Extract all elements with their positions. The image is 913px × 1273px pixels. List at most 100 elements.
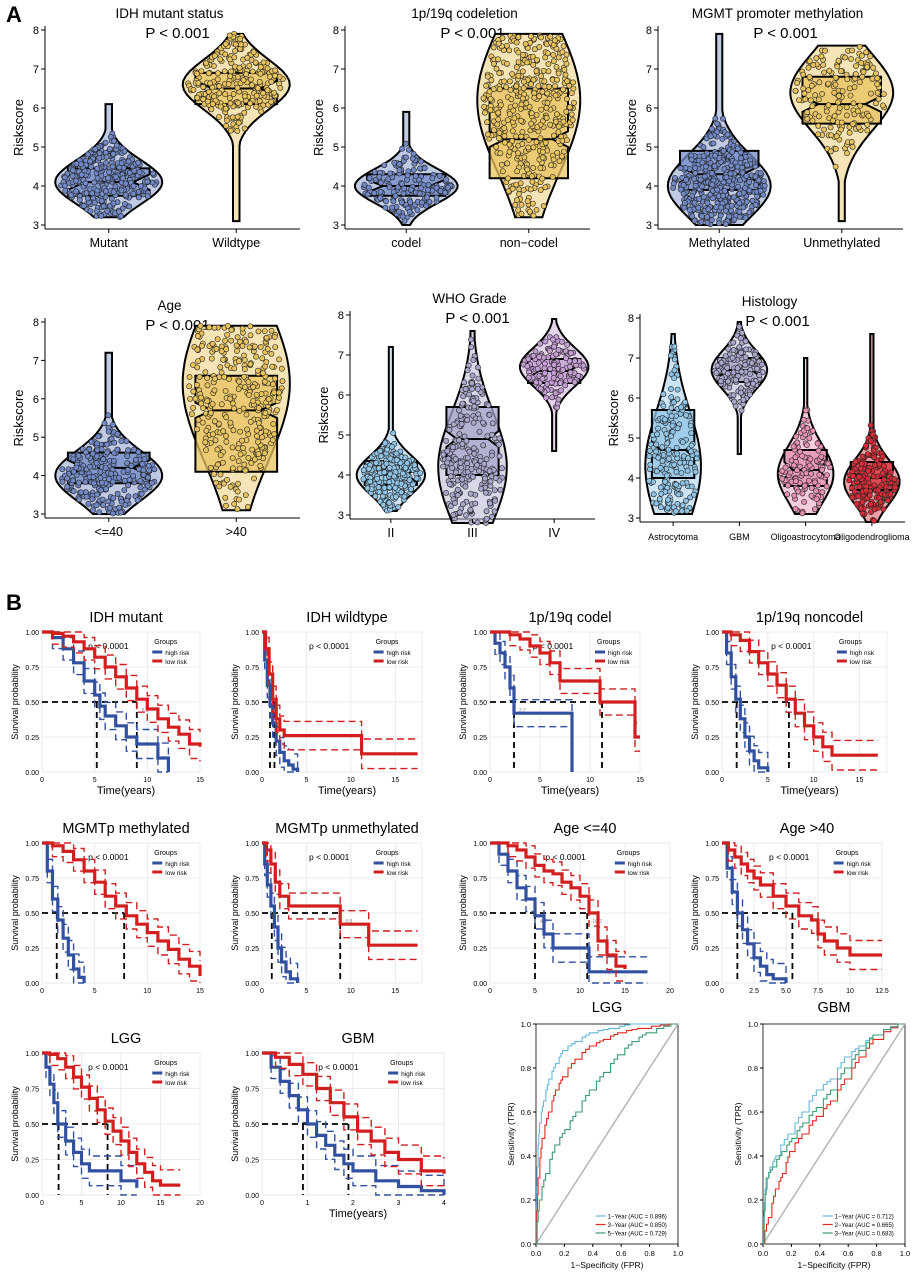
violin-point bbox=[493, 143, 500, 150]
violin-point bbox=[539, 175, 546, 182]
violin-point bbox=[105, 412, 112, 419]
violin-point bbox=[389, 204, 395, 211]
km-y-tick-label: 0.50 bbox=[25, 1122, 39, 1129]
violin-point bbox=[211, 324, 218, 331]
violin-point bbox=[551, 132, 557, 139]
km-ci-upper bbox=[722, 842, 882, 942]
violin-point bbox=[204, 382, 211, 389]
km-xlabel: Time(years) bbox=[97, 785, 155, 797]
violin-point bbox=[482, 475, 488, 482]
violin-point bbox=[264, 346, 271, 352]
km-curve-low-risk bbox=[722, 630, 878, 757]
violin-point bbox=[247, 332, 254, 339]
violin-point bbox=[668, 386, 674, 392]
violin-point bbox=[876, 461, 883, 468]
violin-point bbox=[102, 139, 109, 146]
violin-point bbox=[249, 68, 256, 75]
km-legend-label: low risk bbox=[850, 659, 872, 666]
violin-point bbox=[492, 497, 498, 504]
violin-point bbox=[806, 58, 813, 64]
violin-point bbox=[539, 88, 546, 95]
violin-point bbox=[664, 504, 671, 511]
violin-point bbox=[483, 456, 490, 463]
violin-point bbox=[78, 161, 84, 168]
violin-point bbox=[685, 455, 691, 462]
violin-point bbox=[218, 348, 225, 355]
violin-point bbox=[416, 190, 423, 197]
violin-point bbox=[825, 102, 832, 109]
violin-point bbox=[148, 480, 155, 486]
violin-point bbox=[463, 512, 469, 519]
violin-point bbox=[831, 89, 838, 96]
violin-point bbox=[863, 442, 869, 449]
violin-point bbox=[526, 103, 533, 110]
violin-point bbox=[490, 60, 497, 67]
violin-point bbox=[485, 402, 492, 409]
violin-point bbox=[100, 456, 107, 463]
violin-point bbox=[375, 484, 382, 491]
violin-point bbox=[800, 85, 807, 92]
violin-point bbox=[70, 488, 77, 495]
violin-point bbox=[203, 427, 210, 434]
violin-point bbox=[187, 395, 193, 402]
violin-point bbox=[743, 198, 750, 205]
violin-point bbox=[205, 70, 212, 77]
violin-point bbox=[452, 469, 459, 476]
violin-point bbox=[721, 187, 728, 194]
roc-x-tick-label: 0.6 bbox=[843, 1249, 853, 1258]
violin-point bbox=[704, 214, 710, 220]
roc-x-tick-label: 0.2 bbox=[559, 1249, 569, 1258]
violin-point bbox=[673, 444, 680, 451]
violin-point bbox=[272, 375, 278, 382]
violin-point bbox=[268, 98, 275, 105]
violin-point bbox=[859, 499, 866, 505]
violin-point bbox=[403, 140, 409, 147]
roc-xlabel: 1−Specificity (FPR) bbox=[571, 1260, 644, 1270]
violin-point bbox=[217, 471, 224, 478]
violin-point bbox=[536, 44, 543, 50]
violin-point bbox=[524, 59, 530, 66]
violin-point bbox=[671, 343, 678, 350]
km-curve-high-risk bbox=[490, 630, 574, 772]
violin-point bbox=[483, 508, 490, 515]
violin-point bbox=[660, 403, 667, 409]
violin-point bbox=[229, 455, 236, 461]
violin-point bbox=[85, 151, 91, 158]
violin-points bbox=[480, 32, 577, 219]
violin-point bbox=[126, 203, 133, 210]
violin-point bbox=[674, 500, 681, 507]
violin-point bbox=[227, 483, 234, 490]
violin-point bbox=[490, 86, 497, 92]
violin-point bbox=[547, 365, 554, 372]
violin-point bbox=[539, 154, 546, 161]
violin-y-tick-label: 3 bbox=[628, 513, 634, 525]
violin-point bbox=[220, 356, 226, 363]
violin-point bbox=[528, 81, 534, 88]
km-x-tick-label: 10 bbox=[347, 777, 355, 784]
violin-point bbox=[729, 354, 736, 361]
violin-point bbox=[525, 374, 532, 381]
violin-point bbox=[818, 453, 825, 460]
violin-point bbox=[250, 384, 256, 390]
violin-y-tick-label: 5 bbox=[333, 142, 339, 154]
violin-point bbox=[724, 131, 731, 138]
km-y-tick-label: 0.75 bbox=[25, 1087, 39, 1094]
violin-point bbox=[653, 441, 660, 448]
violin-point bbox=[103, 154, 110, 160]
violin-category-label: Wildtype bbox=[212, 236, 260, 250]
km-y-tick-label: 1.00 bbox=[25, 1051, 39, 1058]
violin-point bbox=[480, 442, 487, 449]
violin-point bbox=[486, 88, 493, 95]
violin-point bbox=[116, 504, 123, 511]
violin-point bbox=[126, 476, 133, 483]
roc-y-tick-label: 0.2 bbox=[521, 1196, 531, 1205]
violin-point bbox=[89, 450, 96, 457]
violin-point bbox=[794, 80, 800, 86]
violin-point bbox=[555, 54, 562, 61]
violin-y-tick-label: 8 bbox=[628, 313, 634, 325]
violin-point bbox=[722, 207, 729, 214]
violin-y-tick-label: 5 bbox=[628, 433, 634, 445]
violin-point bbox=[560, 118, 567, 125]
violin-point bbox=[539, 375, 546, 382]
violin-point bbox=[678, 470, 685, 476]
